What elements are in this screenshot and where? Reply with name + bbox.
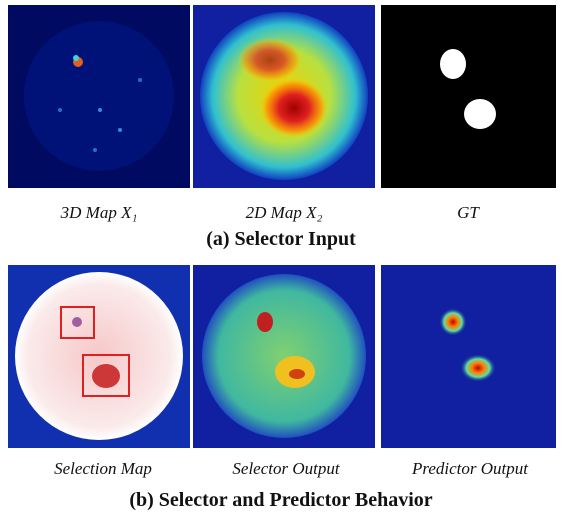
image-label: 3D Map X₁ [60, 203, 138, 222]
image-label: 2D Map X₂ [246, 203, 323, 222]
image-gt [381, 5, 556, 188]
caption: (b) Selector and Predictor Behavior [129, 489, 432, 511]
image-predictor-output [381, 265, 556, 448]
image-label: Predictor Output [411, 459, 529, 478]
image-2d-map [193, 5, 375, 188]
image-selection-map [8, 265, 190, 448]
image-3d-map [8, 5, 190, 188]
caption: (a) Selector Input [206, 228, 356, 250]
image-label: Selector Output [232, 459, 340, 478]
image-label: GT [457, 203, 480, 222]
figure: 3D Map X₁ 2D Map X₂ GT (a) Selector Inpu… [0, 0, 562, 518]
image-selector-output [193, 265, 375, 448]
image-label: Selection Map [54, 459, 152, 478]
